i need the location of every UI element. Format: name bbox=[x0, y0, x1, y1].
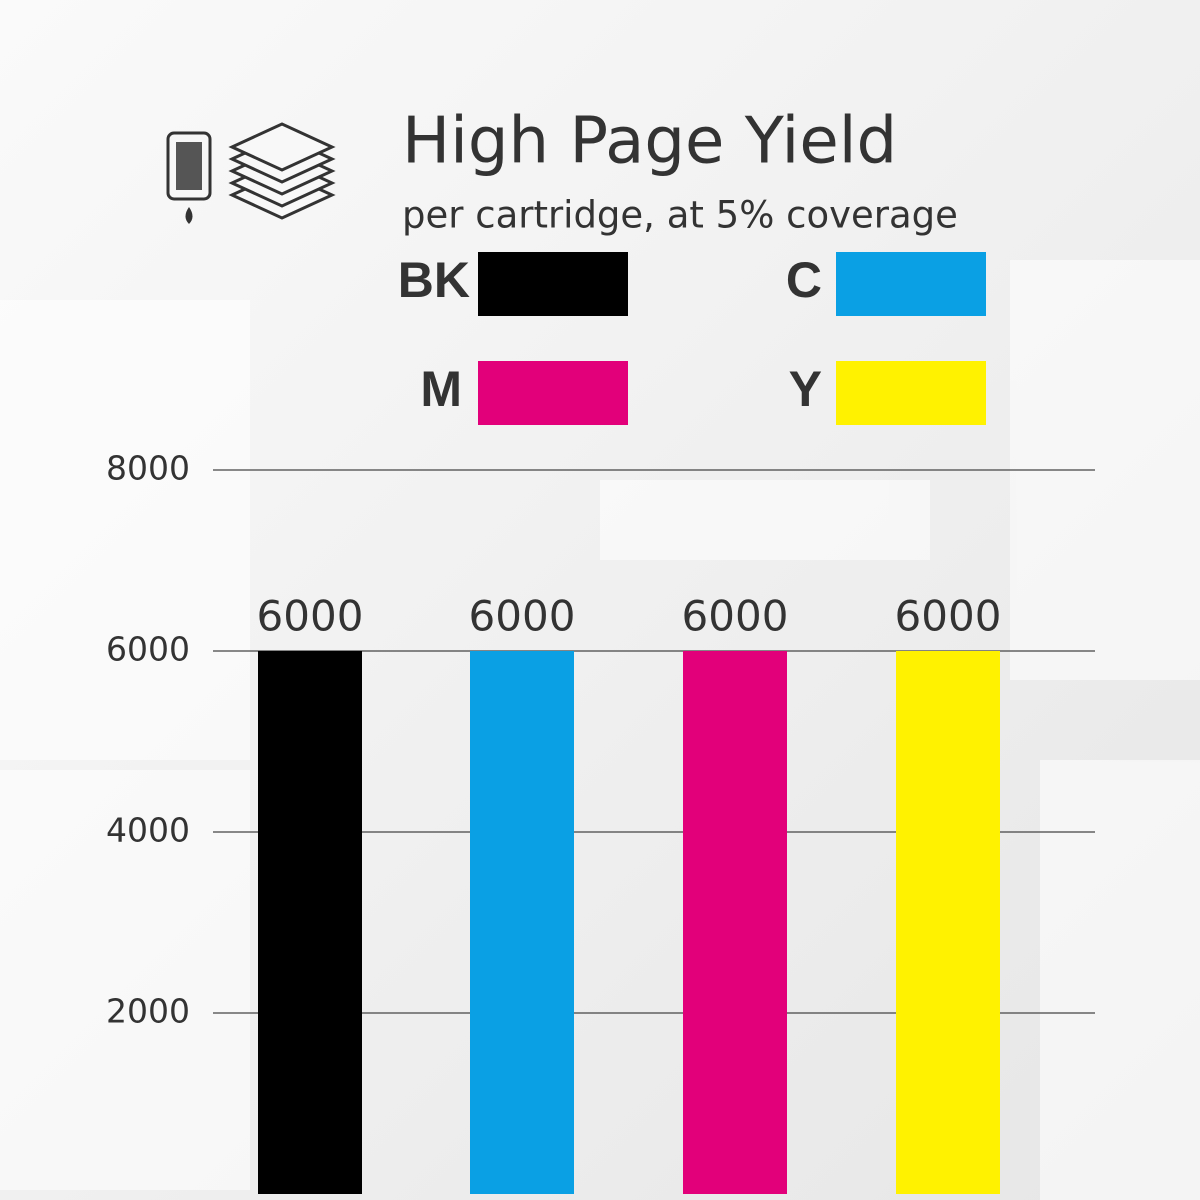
value-label: 6000 bbox=[682, 592, 789, 641]
bar bbox=[258, 651, 362, 1194]
legend-label: M bbox=[420, 361, 462, 417]
legend-swatch bbox=[836, 252, 986, 316]
legend-swatch bbox=[478, 361, 628, 425]
chart-subtitle: per cartridge, at 5% coverage bbox=[402, 194, 958, 237]
y-tick-label: 4000 bbox=[106, 811, 190, 850]
y-tick-label: 6000 bbox=[106, 630, 190, 669]
legend-swatch bbox=[836, 361, 986, 425]
cartridge-icon bbox=[166, 131, 212, 224]
legend-label: BK bbox=[398, 252, 470, 308]
legend-label: Y bbox=[789, 361, 822, 417]
value-label: 6000 bbox=[469, 592, 576, 641]
value-label: 6000 bbox=[895, 592, 1002, 641]
y-tick-label: 2000 bbox=[106, 992, 190, 1031]
bar bbox=[470, 651, 574, 1194]
background-blocks bbox=[0, 260, 1200, 1200]
legend-label: C bbox=[786, 252, 822, 308]
paper-stack-icon bbox=[228, 122, 336, 220]
legend-swatch bbox=[478, 252, 628, 316]
y-tick-label: 8000 bbox=[106, 449, 190, 488]
bar bbox=[683, 651, 787, 1194]
bar bbox=[896, 651, 1000, 1194]
value-label: 6000 bbox=[257, 592, 364, 641]
chart-title: High Page Yield bbox=[402, 105, 897, 179]
